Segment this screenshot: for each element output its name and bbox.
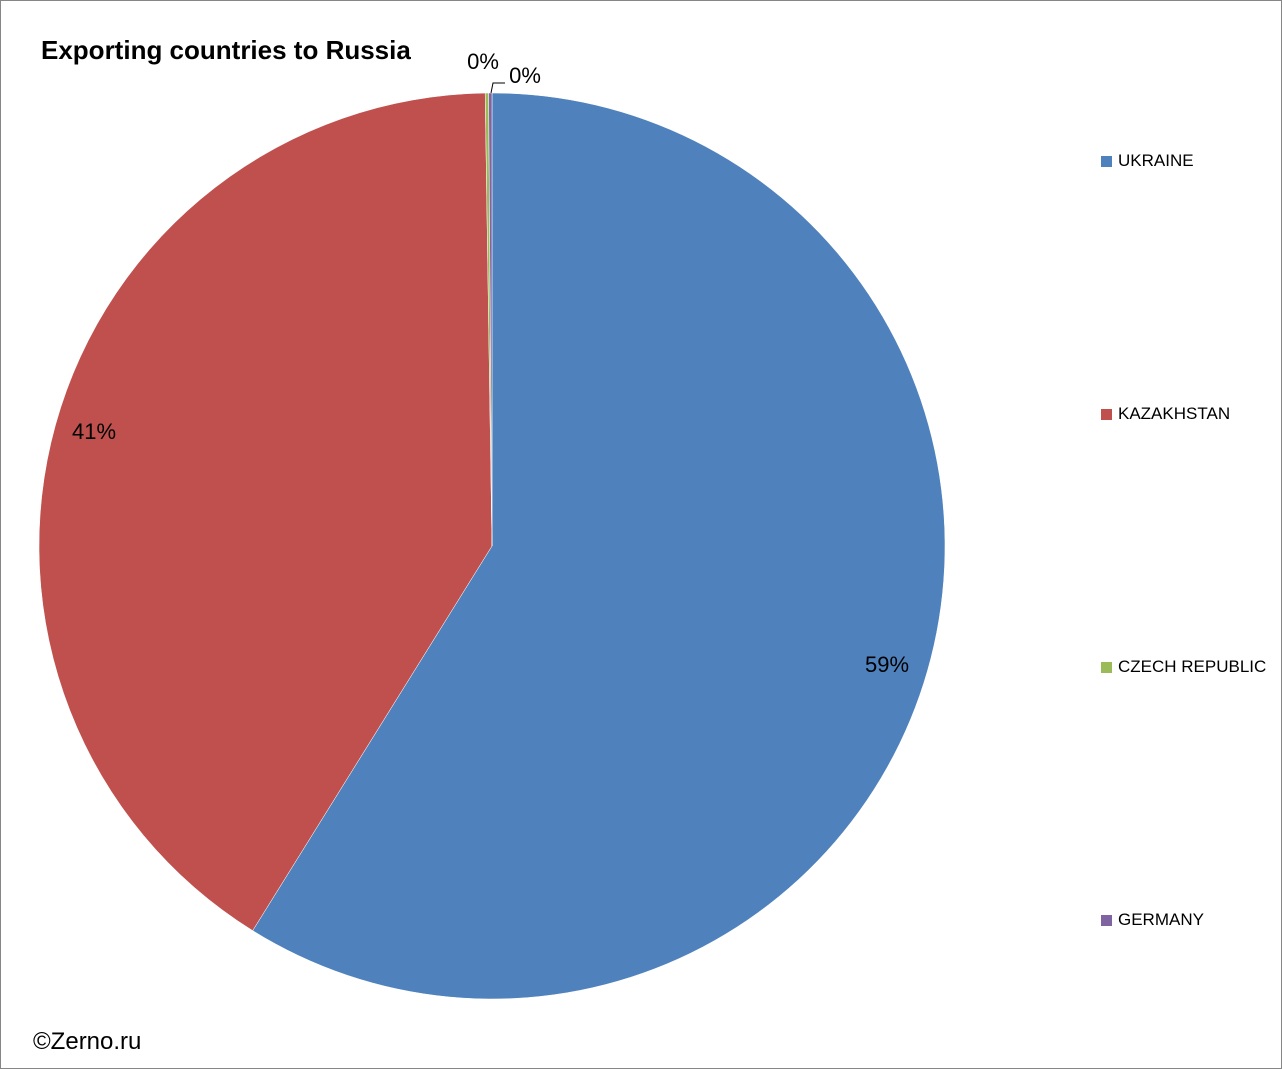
slice-label-germany: 0%	[509, 63, 541, 88]
legend-label-germany: GERMANY	[1118, 910, 1204, 929]
pie-slice-kazakhstan	[38, 92, 493, 931]
leader-line-germany	[490, 82, 505, 94]
copyright-credit: ©Zerno.ru	[33, 1028, 142, 1055]
legend-item-czech-republic: CZECH REPUBLIC	[1101, 657, 1266, 677]
slice-label-ukraine: 59%	[865, 652, 909, 677]
pie-slice-ukraine	[252, 92, 946, 1000]
slice-label-czech-republic: 0%	[467, 49, 499, 74]
pie-slice-germany	[488, 92, 493, 547]
legend-swatch-ukraine	[1101, 155, 1112, 167]
slice-label-kazakhstan: 41%	[72, 419, 116, 444]
legend-label-ukraine: UKRAINE	[1118, 151, 1194, 170]
legend-item-ukraine: UKRAINE	[1101, 151, 1194, 171]
legend-label-kazakhstan: KAZAKHSTAN	[1118, 404, 1231, 423]
legend-item-germany: GERMANY	[1101, 910, 1204, 930]
chart-title: Exporting countries to Russia	[41, 35, 411, 65]
legend-swatch-kazakhstan	[1101, 408, 1112, 420]
legend-label-czech-republic: CZECH REPUBLIC	[1118, 657, 1267, 676]
chart-legend: UKRAINE KAZAKHSTAN CZECH REPUBLIC GERMANY	[1101, 1, 1281, 1068]
legend-swatch-czech-republic	[1101, 661, 1112, 673]
legend-item-kazakhstan: KAZAKHSTAN	[1101, 404, 1230, 424]
legend-swatch-germany	[1101, 914, 1112, 926]
